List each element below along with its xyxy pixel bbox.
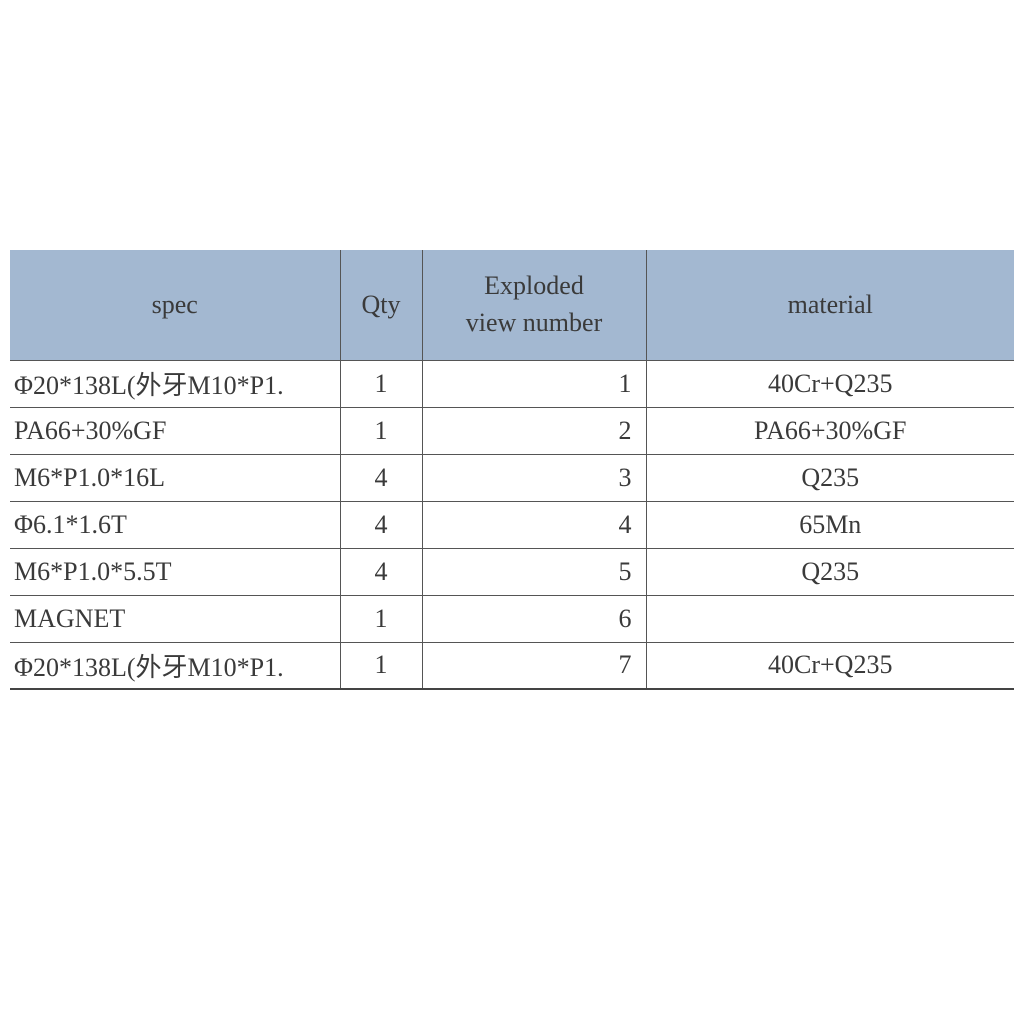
header-qty: Qty xyxy=(340,250,422,360)
cell-view: 2 xyxy=(422,407,646,454)
table-row: Φ20*138L(外牙M10*P1. 1 1 40Cr+Q235 xyxy=(10,360,1014,407)
cell-view: 4 xyxy=(422,501,646,548)
cell-material xyxy=(646,595,1014,642)
cell-qty: 4 xyxy=(340,548,422,595)
cell-spec: MAGNET xyxy=(10,595,340,642)
cell-material: 65Mn xyxy=(646,501,1014,548)
cell-qty: 4 xyxy=(340,501,422,548)
table-row: Φ20*138L(外牙M10*P1. 1 7 40Cr+Q235 xyxy=(10,642,1014,689)
cell-qty: 4 xyxy=(340,454,422,501)
cell-material: PA66+30%GF xyxy=(646,407,1014,454)
cell-view: 7 xyxy=(422,642,646,689)
table-row: M6*P1.0*5.5T 4 5 Q235 xyxy=(10,548,1014,595)
header-material: material xyxy=(646,250,1014,360)
table-row: PA66+30%GF 1 2 PA66+30%GF xyxy=(10,407,1014,454)
parts-table-container: spec Qty Exploded view number material Φ… xyxy=(10,250,1014,690)
cell-spec: Φ20*138L(外牙M10*P1. xyxy=(10,360,340,407)
cell-qty: 1 xyxy=(340,360,422,407)
table-row: M6*P1.0*16L 4 3 Q235 xyxy=(10,454,1014,501)
cell-material: Q235 xyxy=(646,548,1014,595)
header-spec: spec xyxy=(10,250,340,360)
parts-table: spec Qty Exploded view number material Φ… xyxy=(10,250,1014,690)
cell-spec: M6*P1.0*16L xyxy=(10,454,340,501)
cell-view: 3 xyxy=(422,454,646,501)
table-body: Φ20*138L(外牙M10*P1. 1 1 40Cr+Q235 PA66+30… xyxy=(10,360,1014,689)
table-row: Φ6.1*1.6T 4 4 65Mn xyxy=(10,501,1014,548)
cell-view: 6 xyxy=(422,595,646,642)
cell-view: 1 xyxy=(422,360,646,407)
header-view-line2: view number xyxy=(466,308,602,337)
cell-spec: PA66+30%GF xyxy=(10,407,340,454)
cell-spec: M6*P1.0*5.5T xyxy=(10,548,340,595)
header-view-line1: Exploded xyxy=(484,271,584,300)
cell-spec: Φ6.1*1.6T xyxy=(10,501,340,548)
header-row: spec Qty Exploded view number material xyxy=(10,250,1014,360)
cell-view: 5 xyxy=(422,548,646,595)
header-view: Exploded view number xyxy=(422,250,646,360)
cell-spec: Φ20*138L(外牙M10*P1. xyxy=(10,642,340,689)
cell-qty: 1 xyxy=(340,407,422,454)
cell-qty: 1 xyxy=(340,642,422,689)
cell-material: Q235 xyxy=(646,454,1014,501)
table-row: MAGNET 1 6 xyxy=(10,595,1014,642)
cell-material: 40Cr+Q235 xyxy=(646,360,1014,407)
cell-material: 40Cr+Q235 xyxy=(646,642,1014,689)
table-header: spec Qty Exploded view number material xyxy=(10,250,1014,360)
cell-qty: 1 xyxy=(340,595,422,642)
